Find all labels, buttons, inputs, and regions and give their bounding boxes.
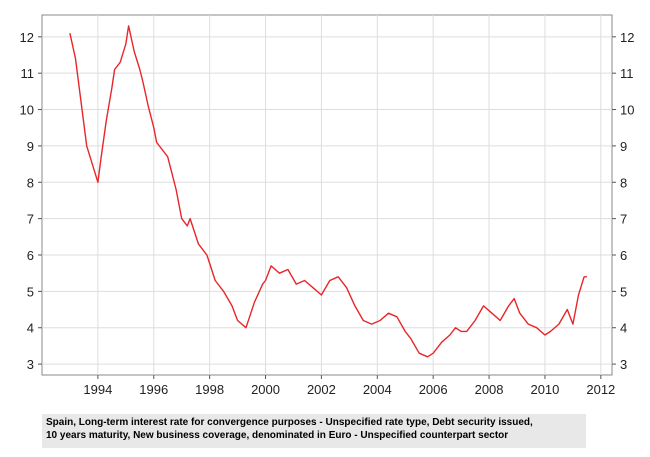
y-tick-label-left: 12 bbox=[20, 30, 34, 45]
y-tick-label-left: 11 bbox=[21, 66, 35, 81]
y-tick-label-right: 3 bbox=[620, 357, 627, 372]
x-tick-label: 2012 bbox=[586, 382, 615, 397]
x-tick-label: 2004 bbox=[363, 382, 392, 397]
y-tick-label-right: 8 bbox=[620, 175, 627, 190]
x-tick-label: 2006 bbox=[419, 382, 448, 397]
x-tick-label: 2002 bbox=[307, 382, 336, 397]
plot-area bbox=[41, 14, 613, 376]
y-tick-label-right: 4 bbox=[620, 321, 627, 336]
y-tick-label-right: 7 bbox=[620, 212, 627, 227]
series-line bbox=[69, 25, 587, 358]
caption-line-2: 10 years maturity, New business coverage… bbox=[46, 430, 509, 441]
y-tick-label-right: 6 bbox=[620, 248, 627, 263]
x-tick-label: 1998 bbox=[195, 382, 224, 397]
chart-caption: Spain, Long-term interest rate for conve… bbox=[42, 414, 586, 448]
y-tick-label-left: 6 bbox=[27, 248, 34, 263]
y-tick-label-left: 8 bbox=[27, 175, 34, 190]
y-tick-label-left: 10 bbox=[20, 103, 34, 118]
y-tick-label-right: 11 bbox=[620, 66, 634, 81]
y-tick-label-left: 5 bbox=[27, 284, 34, 299]
x-tick-label: 2008 bbox=[475, 382, 504, 397]
tick-labels: 1994 1996 1998 2000 2002 2004 2006 2008 2010 2012… bbox=[20, 30, 635, 397]
y-tick-label-right: 5 bbox=[620, 284, 627, 299]
caption-line-1: Spain, Long-term interest rate for conve… bbox=[46, 417, 533, 428]
y-tick-label-right: 10 bbox=[620, 103, 634, 118]
y-tick-label-left: 4 bbox=[27, 321, 34, 336]
x-tick-label: 2010 bbox=[530, 382, 559, 397]
x-tick-label: 1996 bbox=[139, 382, 168, 397]
line-chart: 1994 1996 1998 2000 2002 2004 2006 2008 2010 2012… bbox=[20, 14, 635, 397]
y-tick-label-right: 12 bbox=[620, 30, 634, 45]
y-tick-label-right: 9 bbox=[620, 139, 627, 154]
y-tick-label-left: 9 bbox=[27, 139, 34, 154]
y-tick-label-left: 7 bbox=[27, 212, 34, 227]
x-tick-label: 2000 bbox=[251, 382, 280, 397]
grid-lines bbox=[38, 15, 616, 379]
x-tick-label: 1994 bbox=[83, 382, 112, 397]
y-tick-label-left: 3 bbox=[27, 357, 34, 372]
